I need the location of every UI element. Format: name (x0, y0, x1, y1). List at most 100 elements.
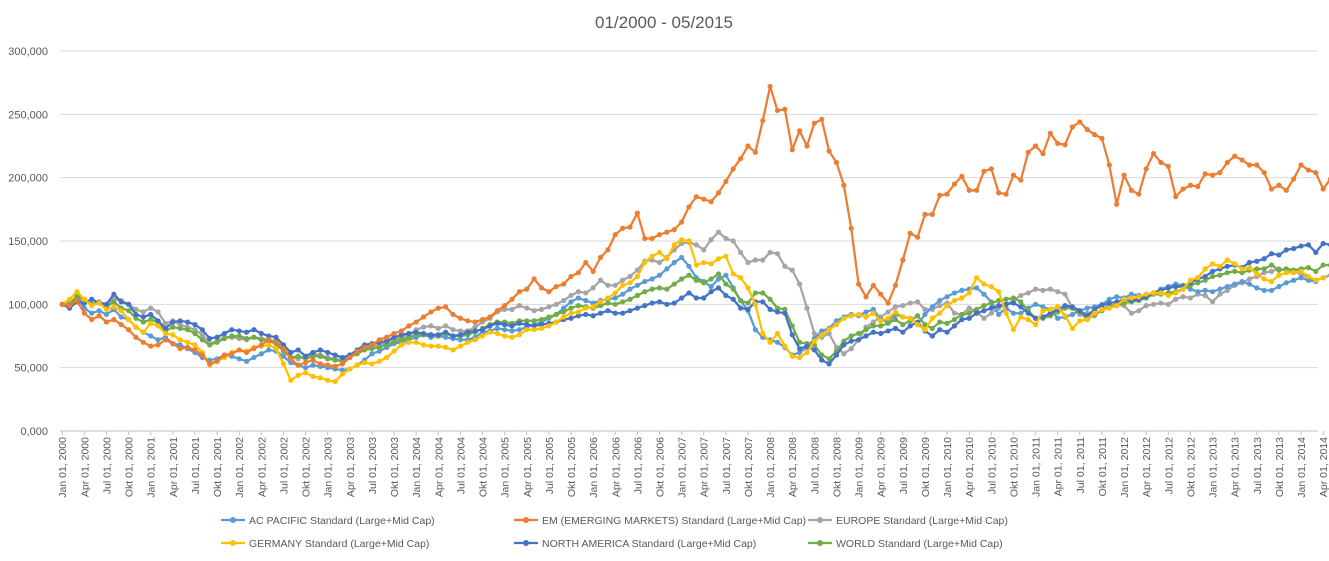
data-point (774, 309, 781, 315)
data-point (634, 282, 640, 288)
data-point (981, 291, 987, 297)
data-point (207, 342, 213, 348)
data-point (155, 342, 161, 348)
data-point (516, 327, 523, 333)
data-point (561, 297, 567, 304)
x-tick-label: Jan 01, 2011 (1031, 437, 1043, 497)
data-point (310, 362, 316, 368)
data-point (1298, 275, 1304, 281)
data-point (870, 282, 876, 288)
data-point (767, 306, 773, 312)
data-point (148, 343, 154, 349)
data-point (738, 275, 744, 281)
data-point (634, 210, 640, 216)
data-point (1254, 266, 1260, 272)
data-point (546, 314, 552, 320)
data-point (243, 349, 250, 356)
data-point (752, 290, 758, 296)
data-point (951, 310, 958, 316)
data-point (354, 362, 360, 368)
data-point (89, 303, 95, 309)
data-point (583, 290, 589, 296)
data-point (450, 347, 456, 353)
data-point (1246, 162, 1253, 168)
data-point (715, 229, 722, 235)
x-tick-label: Apr 01, 2000 (79, 437, 91, 497)
data-point (457, 337, 464, 343)
data-point (885, 328, 891, 334)
data-point (701, 196, 707, 202)
data-point (583, 297, 589, 304)
data-point (973, 306, 980, 312)
data-point (804, 343, 810, 349)
data-point (981, 308, 987, 314)
data-point (701, 280, 707, 286)
data-point (148, 305, 154, 311)
data-point (767, 339, 773, 345)
data-point (892, 309, 899, 315)
data-point (546, 304, 552, 310)
data-point (428, 309, 434, 315)
x-tick-label: Jul 01, 2001 (190, 437, 202, 494)
data-point (723, 253, 729, 259)
data-point (597, 277, 604, 283)
data-point (1232, 268, 1238, 274)
y-tick-label: 300,000 (8, 46, 48, 58)
data-point (664, 286, 670, 292)
data-point (612, 295, 618, 301)
data-point (118, 322, 124, 328)
data-point (502, 306, 508, 312)
data-point (1232, 153, 1238, 159)
data-point (1158, 300, 1164, 306)
x-tick-label: Jan 01, 2008 (765, 437, 777, 498)
data-point (708, 237, 714, 243)
data-point (686, 272, 692, 278)
data-point (1224, 159, 1230, 166)
data-point (944, 294, 950, 300)
data-point (258, 337, 264, 343)
legend-marker (523, 540, 529, 546)
legend-marker (817, 517, 823, 523)
data-point (347, 354, 353, 361)
data-point (693, 242, 699, 248)
data-point (1195, 275, 1201, 281)
data-point (376, 358, 382, 364)
data-point (789, 323, 795, 329)
data-point (133, 334, 139, 340)
data-point (907, 230, 913, 236)
data-point (170, 332, 176, 338)
data-point (841, 342, 847, 348)
data-point (848, 225, 854, 231)
data-point (701, 295, 707, 301)
data-point (959, 173, 965, 179)
data-point (384, 338, 390, 344)
x-tick-label: Okt 01, 2008 (831, 437, 843, 497)
data-point (1106, 162, 1112, 168)
data-point (649, 300, 655, 306)
data-point (310, 353, 316, 359)
data-point (597, 303, 604, 309)
x-tick-label: Okt 01, 2011 (1097, 437, 1109, 497)
data-point (361, 344, 368, 350)
data-point (1283, 280, 1289, 286)
data-point (561, 309, 567, 315)
x-tick-label: Apr 01, 2006 (610, 437, 622, 497)
data-point (148, 311, 154, 318)
data-point (1018, 314, 1024, 320)
data-point (1010, 172, 1017, 178)
data-point (841, 182, 847, 188)
data-point (162, 325, 169, 331)
data-point (1165, 301, 1171, 307)
data-point (701, 259, 707, 266)
data-point (937, 327, 943, 333)
data-point (583, 311, 589, 318)
data-point (656, 299, 663, 305)
data-point (118, 299, 124, 305)
legend-marker (817, 540, 823, 546)
data-point (1025, 149, 1031, 155)
data-point (376, 348, 382, 354)
data-point (553, 301, 559, 307)
data-point (708, 199, 714, 205)
data-point (730, 166, 736, 172)
data-point (620, 225, 626, 231)
